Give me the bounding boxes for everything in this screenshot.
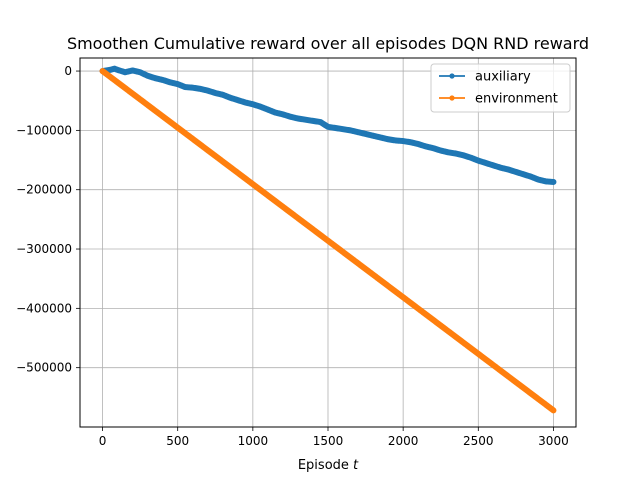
legend-marker [449,73,455,79]
y-tick-label: −400000 [16,301,72,315]
x-tick-label: 2500 [463,434,494,448]
x-axis-label: Episode t [298,458,359,473]
x-tick-label: 3000 [538,434,569,448]
axis-ticks: 0 500 1000 1500 2000 2500 3000 0 −100000 −200000 −… [16,64,569,448]
legend-marker [449,95,455,101]
y-tick-label: −300000 [16,242,72,256]
data-point [551,179,556,185]
x-axis-variable: t [353,458,359,473]
legend-label: auxiliary [475,70,531,85]
legend-box [430,63,571,113]
x-tick-label: 0 [99,434,107,448]
series-layer [99,65,557,414]
y-tick-label: 0 [64,64,72,78]
y-tick-label: −500000 [16,361,72,375]
series-environment [99,68,557,414]
y-tick-label: −200000 [16,183,72,197]
x-tick-label: 1000 [238,434,269,448]
legend: auxiliary environment [430,63,571,113]
x-tick-label: 2000 [388,434,419,448]
data-point [551,407,556,413]
y-tick-label: −100000 [16,123,72,137]
chart-title: Smoothen Cumulative reward over all epis… [67,34,589,53]
x-tick-label: 500 [166,434,189,448]
x-tick-label: 1500 [313,434,344,448]
legend-label: environment [475,92,558,107]
series-auxiliary [99,65,557,185]
